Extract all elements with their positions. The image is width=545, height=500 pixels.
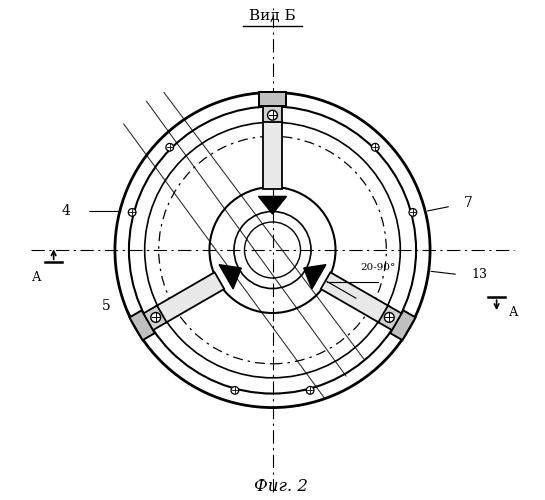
Text: 13: 13 (471, 268, 487, 281)
Polygon shape (263, 122, 282, 188)
Polygon shape (258, 196, 287, 214)
Polygon shape (390, 310, 415, 340)
Polygon shape (156, 272, 224, 322)
Text: А: А (510, 306, 519, 319)
Text: Фиг. 2: Фиг. 2 (255, 478, 308, 495)
Circle shape (268, 110, 277, 120)
Circle shape (128, 208, 136, 216)
Polygon shape (263, 106, 282, 122)
Polygon shape (321, 272, 389, 322)
Circle shape (371, 144, 379, 151)
Circle shape (166, 144, 174, 151)
Polygon shape (304, 264, 326, 289)
Text: 5: 5 (102, 299, 111, 313)
Circle shape (151, 312, 161, 322)
Polygon shape (130, 310, 155, 340)
Polygon shape (219, 264, 241, 289)
Text: 20-90°: 20-90° (360, 263, 395, 272)
Text: 7: 7 (464, 196, 473, 209)
Polygon shape (259, 92, 286, 106)
Polygon shape (143, 306, 167, 330)
Circle shape (384, 312, 394, 322)
Text: 4: 4 (62, 204, 70, 218)
Circle shape (231, 386, 239, 394)
Circle shape (409, 208, 417, 216)
Polygon shape (378, 306, 402, 330)
Text: Вид Б: Вид Б (249, 8, 296, 22)
Circle shape (306, 386, 314, 394)
Text: А: А (32, 271, 41, 284)
